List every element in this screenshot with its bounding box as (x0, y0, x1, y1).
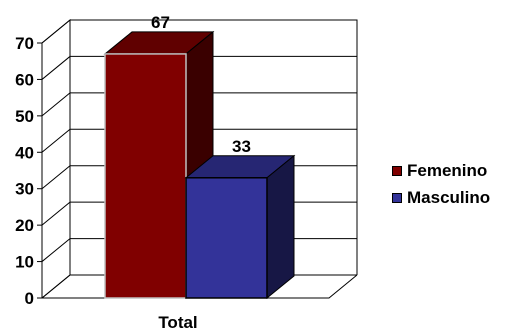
bar-side-face (267, 156, 294, 298)
y-tick-label: 10 (15, 253, 34, 272)
legend-item-femenino: Femenino (392, 160, 487, 182)
y-tick-label: 60 (15, 70, 34, 89)
bar-masculino (186, 156, 294, 298)
y-tick-labels: 0 10 20 30 40 50 60 70 (15, 34, 34, 308)
legend-swatch-masculino (392, 193, 402, 203)
y-tick-label: 40 (15, 143, 34, 162)
bar-front-face (186, 178, 267, 298)
data-label-femenino: 67 (151, 13, 170, 32)
legend: Femenino Masculino (386, 154, 519, 214)
axes (37, 43, 42, 298)
bar-front-face (105, 54, 186, 298)
legend-label-masculino: Masculino (407, 188, 490, 208)
legend-item-masculino: Masculino (392, 187, 490, 209)
data-label-masculino: 33 (232, 137, 251, 156)
legend-label-femenino: Femenino (407, 161, 487, 181)
y-tick-label: 70 (15, 34, 34, 53)
side-wall (42, 20, 70, 298)
bars (105, 32, 294, 298)
y-tick-label: 30 (15, 180, 34, 199)
x-category-label: Total (158, 313, 197, 331)
y-tick-label: 50 (15, 107, 34, 126)
legend-swatch-femenino (392, 166, 402, 176)
y-tick-label: 20 (15, 216, 34, 235)
y-tick-label: 0 (25, 289, 34, 308)
